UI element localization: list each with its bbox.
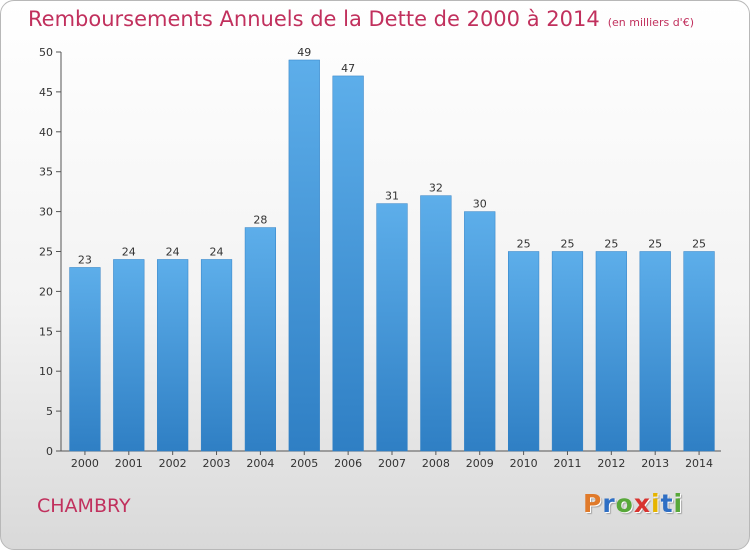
- x-tick-label: 2006: [334, 457, 362, 470]
- bar: [113, 259, 145, 452]
- x-tick-label: 2012: [597, 457, 625, 470]
- labels: 23 2000 24 2001 24 2002 24 2003 28 2004 49 2005 47 20…: [71, 46, 713, 470]
- bar-value-label: 28: [253, 214, 267, 227]
- bar-value-label: 25: [648, 238, 662, 251]
- logo-letter: t: [660, 489, 674, 518]
- y-tick-label: 35: [39, 166, 53, 179]
- bar-value-label: 24: [210, 245, 224, 258]
- bar: [332, 75, 364, 452]
- bar: [200, 259, 233, 452]
- y-tick-label: 5: [46, 405, 53, 418]
- x-tick-label: 2010: [510, 457, 538, 470]
- bar-value-label: 25: [604, 238, 618, 251]
- x-tick-label: 2008: [422, 457, 450, 470]
- bar: [464, 211, 496, 452]
- bar: [507, 251, 540, 452]
- y-tick-label: 0: [46, 445, 53, 458]
- y-tick-label: 25: [39, 246, 53, 259]
- chart-title-text: Remboursements Annuels de la Dette de 20…: [28, 7, 600, 31]
- bar: [551, 251, 584, 452]
- y-tick-label: 50: [39, 46, 53, 59]
- bar: [376, 203, 408, 452]
- logo-letter: o: [615, 489, 634, 518]
- bar-value-label: 25: [692, 238, 706, 251]
- bar-value-label: 49: [297, 46, 311, 59]
- x-tick-label: 2009: [466, 457, 494, 470]
- y-tick-label: 10: [39, 365, 53, 378]
- bar-value-label: 24: [122, 245, 136, 258]
- x-tick-label: 2014: [685, 457, 713, 470]
- x-tick-label: 2007: [378, 457, 406, 470]
- bars: [69, 59, 715, 452]
- commune-name: CHAMBRY: [37, 495, 131, 517]
- bar-value-label: 47: [341, 62, 355, 75]
- y-tick-label: 40: [39, 126, 53, 139]
- x-tick-label: 2002: [159, 457, 187, 470]
- chart-title: Remboursements Annuels de la Dette de 20…: [28, 7, 694, 31]
- logo-letter: i: [673, 489, 684, 518]
- bar-value-label: 25: [517, 238, 531, 251]
- logo-letter: x: [633, 489, 651, 518]
- x-tick-label: 2005: [290, 457, 318, 470]
- logo-letter: r: [602, 489, 616, 518]
- logo-letter: P: [583, 489, 603, 518]
- x-tick-label: 2003: [203, 457, 231, 470]
- chart-subtitle: (en milliers d'€): [607, 16, 694, 29]
- x-tick-label: 2011: [553, 457, 581, 470]
- bar-value-label: 23: [78, 253, 92, 266]
- y-tick-label: 15: [39, 325, 53, 338]
- bar-value-label: 32: [429, 182, 443, 195]
- bar-value-label: 31: [385, 190, 399, 203]
- bar: [639, 251, 671, 452]
- bar: [157, 259, 189, 452]
- y-tick-label: 20: [39, 285, 53, 298]
- bar: [683, 251, 715, 452]
- bar: [595, 251, 627, 452]
- x-tick-label: 2001: [115, 457, 143, 470]
- y-tick-label: 45: [39, 86, 53, 99]
- bar-value-label: 24: [166, 245, 180, 258]
- x-tick-label: 2000: [71, 457, 99, 470]
- bar-value-label: 30: [473, 198, 487, 211]
- logo-letter: i: [651, 489, 661, 518]
- proxiti-logo: Proxiti: [583, 489, 683, 518]
- x-tick-label: 2004: [246, 457, 274, 470]
- bar: [288, 59, 320, 452]
- bar: [244, 227, 277, 452]
- bar: [420, 195, 452, 452]
- bar-value-label: 25: [560, 238, 574, 251]
- bar: [69, 267, 101, 452]
- y-tick-label: 30: [39, 206, 53, 219]
- x-tick-label: 2013: [641, 457, 669, 470]
